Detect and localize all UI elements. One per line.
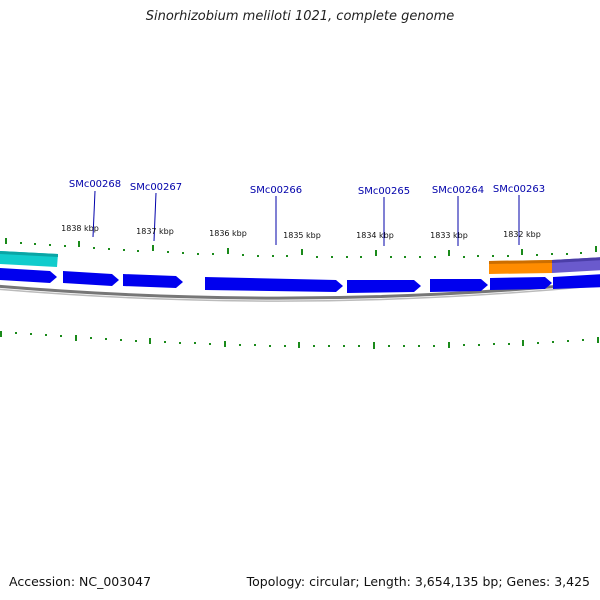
inner-tick-ring <box>0 331 599 349</box>
gene-label[interactable]: SMc00263 <box>493 184 545 195</box>
cds-arrow[interactable] <box>0 268 57 283</box>
gene-label[interactable]: SMc00268 <box>69 179 121 190</box>
cds-arrow[interactable] <box>205 277 343 292</box>
gene-label-leaders <box>92 190 520 246</box>
feature-track <box>0 251 600 293</box>
accession-label: Accession: NC_003047 <box>9 574 152 589</box>
tick-label: 1834 kbp <box>356 231 394 240</box>
gene-label[interactable]: SMc00264 <box>432 185 484 196</box>
cds-arrow[interactable] <box>63 271 119 286</box>
tick-label: 1836 kbp <box>209 229 247 238</box>
tick-label: 1832 kbp <box>503 230 541 239</box>
gene-label[interactable]: SMc00267 <box>130 182 182 193</box>
tick-label: 1837 kbp <box>136 227 174 236</box>
cds-arrow[interactable] <box>430 279 488 292</box>
genome-stats-label: Topology: circular; Length: 3,654,135 bp… <box>246 574 590 589</box>
gene-label[interactable]: SMc00266 <box>250 185 302 196</box>
cds-arrow[interactable] <box>490 277 552 290</box>
outer-tick-ring <box>5 238 597 258</box>
cds-arrow[interactable] <box>553 274 600 289</box>
cds-arrow[interactable] <box>123 274 183 288</box>
tick-label: 1833 kbp <box>430 231 468 240</box>
map-title: Sinorhizobium meliloti 1021, complete ge… <box>145 9 455 24</box>
tick-label: 1838 kbp <box>61 224 99 233</box>
gene-label[interactable]: SMc00265 <box>358 186 410 197</box>
cds-arrow[interactable] <box>347 280 421 293</box>
tick-label: 1835 kbp <box>283 231 321 240</box>
